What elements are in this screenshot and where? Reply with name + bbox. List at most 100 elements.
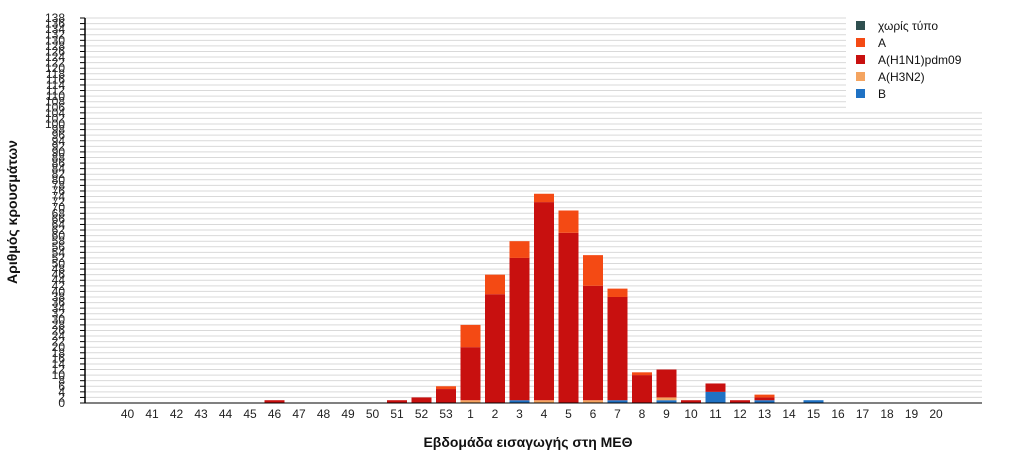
y-tick-label: 124 <box>45 50 65 64</box>
bars <box>264 193 824 403</box>
y-tick-label: 34 <box>52 301 66 315</box>
bar-segment <box>583 255 603 286</box>
legend-label: A <box>878 36 886 50</box>
y-tick-label: 118 <box>46 67 65 81</box>
x-tick-label: 51 <box>390 407 404 421</box>
bar-segment <box>656 369 677 398</box>
y-tick-label: 112 <box>46 84 65 98</box>
x-tick-label: 41 <box>145 407 159 421</box>
bar-segment <box>509 241 530 258</box>
bar-segment <box>558 210 579 233</box>
y-tick-label: 2 <box>58 390 65 404</box>
y-tick-label: 130 <box>45 33 65 47</box>
y-tick-label: 10 <box>52 368 66 382</box>
y-tick-label: 126 <box>45 44 65 58</box>
y-tick-label: 92 <box>52 139 66 153</box>
y-axis-ticks: 0246810121416182022242628303234363840424… <box>45 11 85 410</box>
y-tick-label: 60 <box>52 229 66 243</box>
bar-segment <box>803 400 824 403</box>
y-tick-label: 42 <box>52 279 66 293</box>
y-tick-label: 52 <box>52 251 66 265</box>
bar-segment <box>558 232 579 403</box>
bar-segment <box>632 375 652 403</box>
y-tick-label: 90 <box>52 145 66 159</box>
y-tick-label: 58 <box>52 234 66 248</box>
x-tick-label: 8 <box>639 407 646 421</box>
x-tick-label: 15 <box>807 407 821 421</box>
y-tick-label: 114 <box>46 78 65 92</box>
y-tick-label: 72 <box>52 195 66 209</box>
y-tick-label: 74 <box>52 190 66 204</box>
y-tick-label: 40 <box>52 284 66 298</box>
y-tick-label: 136 <box>45 17 65 31</box>
y-tick-label: 6 <box>58 379 65 393</box>
y-tick-label: 70 <box>52 201 66 215</box>
x-tick-label: 10 <box>684 407 698 421</box>
legend-swatch <box>856 21 865 30</box>
x-axis-title: Εβδομάδα εισαγωγής στη ΜΕΘ <box>423 434 632 450</box>
bar-segment <box>705 383 726 392</box>
x-tick-label: 47 <box>292 407 306 421</box>
y-tick-label: 14 <box>52 357 66 371</box>
y-tick-label: 4 <box>58 385 65 399</box>
x-tick-label: 5 <box>565 407 572 421</box>
y-tick-label: 32 <box>52 307 66 321</box>
bar-segment <box>534 202 554 401</box>
y-tick-label: 66 <box>52 212 66 226</box>
bar-segment <box>387 400 407 403</box>
y-tick-label: 30 <box>52 312 66 326</box>
bar-segment <box>583 285 603 401</box>
bar-segment <box>730 400 750 403</box>
y-tick-label: 102 <box>45 111 65 125</box>
y-tick-label: 138 <box>45 11 65 25</box>
legend-swatch <box>856 38 865 47</box>
legend-label: A(H3N2) <box>878 70 925 84</box>
x-tick-label: 14 <box>782 407 796 421</box>
x-tick-label: 44 <box>219 407 233 421</box>
y-tick-label: 54 <box>52 245 66 259</box>
y-tick-label: 28 <box>52 318 66 332</box>
y-axis-title: Αριθμός κρουσμάτων <box>4 140 20 284</box>
y-tick-label: 36 <box>52 296 66 310</box>
grid-lines <box>85 17 982 404</box>
y-tick-label: 78 <box>52 178 66 192</box>
legend-swatch <box>856 55 865 64</box>
x-tick-label: 52 <box>415 407 429 421</box>
legend: χωρίς τύπο A A(H1N1)pdm09 A(H3N2) B <box>846 14 982 110</box>
x-tick-label: 9 <box>663 407 670 421</box>
legend-swatch <box>856 89 865 98</box>
y-tick-label: 26 <box>52 323 66 337</box>
bar-segment <box>607 288 628 297</box>
bar-segment <box>264 400 285 403</box>
y-tick-label: 100 <box>45 117 65 131</box>
x-tick-label: 18 <box>880 407 894 421</box>
y-tick-label: 94 <box>52 134 66 148</box>
legend-label: B <box>878 87 886 101</box>
y-tick-label: 20 <box>52 340 66 354</box>
x-tick-label: 49 <box>341 407 355 421</box>
y-tick-label: 38 <box>52 290 66 304</box>
y-tick-label: 16 <box>52 351 66 365</box>
x-tick-label: 20 <box>929 407 943 421</box>
bar-segment <box>509 257 530 401</box>
x-tick-label: 4 <box>541 407 548 421</box>
legend-swatch <box>856 72 865 81</box>
bar-segment <box>485 294 505 403</box>
bar-segment <box>656 400 677 403</box>
x-tick-label: 11 <box>709 407 722 421</box>
y-tick-label: 80 <box>52 173 66 187</box>
bar-segment <box>436 389 456 403</box>
y-tick-label: 18 <box>52 346 66 360</box>
y-tick-label: 64 <box>52 217 66 231</box>
y-tick-label: 76 <box>52 184 66 198</box>
x-tick-label: 12 <box>733 407 747 421</box>
y-tick-label: 122 <box>45 56 65 70</box>
x-tick-label: 1 <box>467 407 474 421</box>
y-tick-label: 104 <box>45 106 65 120</box>
y-tick-label: 108 <box>45 95 65 109</box>
bar-segment <box>656 397 677 401</box>
y-tick-label: 8 <box>58 374 65 388</box>
y-tick-label: 106 <box>45 100 65 114</box>
x-tick-label: 50 <box>366 407 380 421</box>
y-tick-label: 116 <box>46 72 65 86</box>
